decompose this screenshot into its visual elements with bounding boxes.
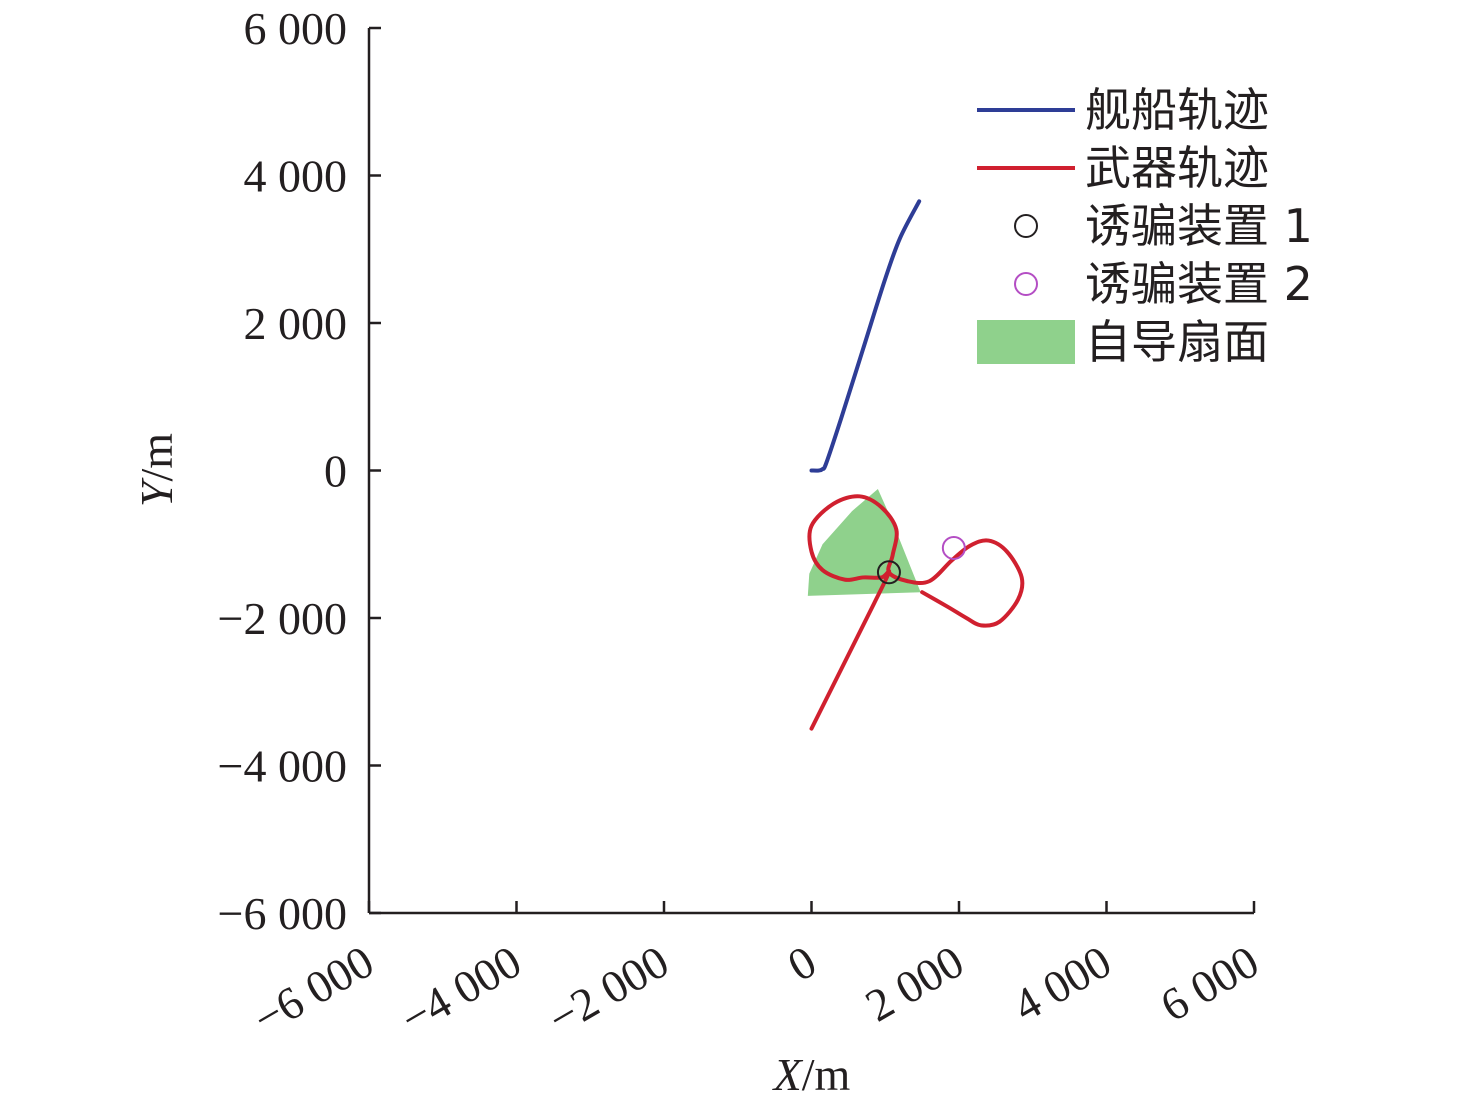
- x-tick-label: 6 000: [1152, 935, 1267, 1031]
- x-axis-title: X/m: [772, 1049, 851, 1100]
- series-line-0: [809, 199, 922, 473]
- y-axis-title: Y/m: [131, 433, 182, 507]
- decoy-marker-3: [941, 535, 966, 560]
- x-axis-title-var: X: [772, 1049, 804, 1100]
- marker-layer: [876, 535, 966, 585]
- legend-label: 诱骗装置 1: [1085, 199, 1313, 253]
- legend-label: 舰船轨迹: [1085, 83, 1269, 137]
- y-tick-label: 0: [324, 446, 347, 497]
- x-tick-label: −2 000: [539, 935, 677, 1044]
- y-tick-label: −2 000: [218, 593, 347, 644]
- x-tick-label: 2 000: [857, 935, 972, 1031]
- legend-swatch-marker: [1014, 214, 1038, 238]
- series-line-1: [807, 494, 1025, 731]
- legend-label: 诱骗装置 2: [1085, 257, 1313, 311]
- y-tick-label: 6 000: [244, 3, 348, 54]
- legend-label: 自导扇面: [1085, 315, 1269, 369]
- y-axis-title-unit: /m: [131, 433, 182, 482]
- x-tick-label: 4 000: [1004, 935, 1119, 1031]
- y-tick-label: −4 000: [218, 741, 347, 792]
- x-tick-label: −4 000: [392, 935, 530, 1044]
- x-axis-title-unit: /m: [802, 1049, 851, 1100]
- x-tick-label: 0: [779, 935, 824, 991]
- x-tick-label: −6 000: [244, 935, 382, 1044]
- axes: [367, 26, 1256, 915]
- area-layer: [807, 488, 921, 596]
- legend-swatch-area: [977, 320, 1075, 364]
- y-tick-label: 4 000: [244, 151, 348, 202]
- y-tick-label: −6 000: [218, 888, 347, 939]
- y-axis-title-var: Y: [131, 477, 182, 507]
- y-tick-label: 2 000: [244, 298, 348, 349]
- legend-swatch-marker: [1014, 272, 1038, 296]
- legend-label: 武器轨迹: [1085, 141, 1269, 195]
- line-layer: [807, 199, 1025, 731]
- homing-sector-area: [807, 488, 921, 596]
- decoy-marker-2: [876, 560, 901, 585]
